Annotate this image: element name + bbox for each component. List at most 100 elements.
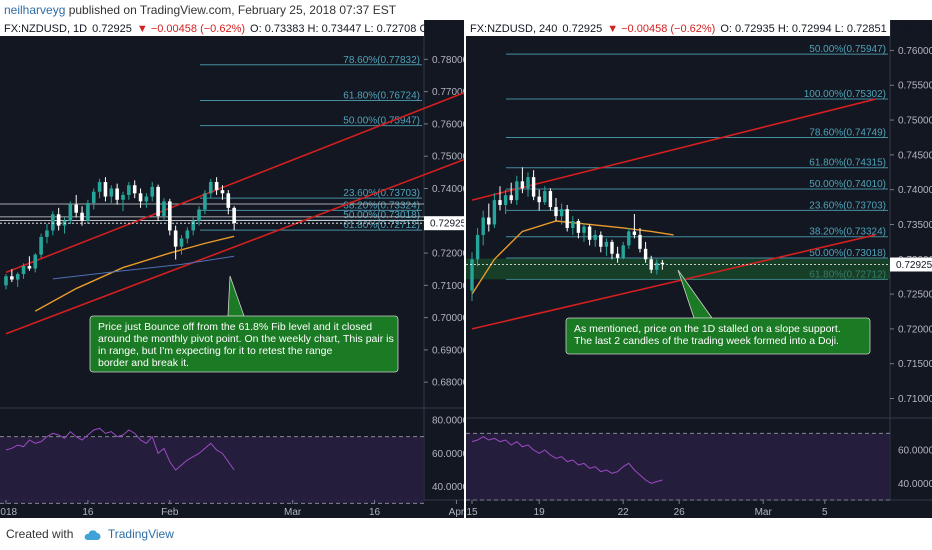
candle-body xyxy=(39,236,43,255)
candle-body xyxy=(10,276,14,280)
time-tick-label: Feb xyxy=(161,507,179,518)
price-tick-label: 0.72000 xyxy=(898,324,932,335)
candle-body xyxy=(492,200,497,225)
annotation-text: As mentioned, price on the 1D stalled on… xyxy=(574,323,841,335)
last-price-tag xyxy=(424,216,464,231)
candle-body xyxy=(604,241,609,247)
price-tick-label: 0.76000 xyxy=(898,46,932,57)
time-tick-label: 15 xyxy=(466,507,478,518)
chart-panel-4h[interactable]: 0.76000 0.75500 0.75000 0.74500 0.74000 0.735… xyxy=(466,20,932,518)
candle-body xyxy=(191,220,195,231)
time-tick-label: 22 xyxy=(618,507,630,518)
candle-body xyxy=(537,196,541,203)
4h-chart-svg[interactable]: 0.76000 0.75500 0.75000 0.74500 0.74000 0.735… xyxy=(466,20,932,518)
time-tick-label: Mar xyxy=(284,507,302,518)
legend-background xyxy=(0,20,424,36)
candle-body xyxy=(150,186,155,197)
time-tick-label: 16 xyxy=(82,507,94,518)
annotation-text: Price just Bounce off from the 61.8% Fib… xyxy=(98,321,372,333)
candle-body xyxy=(91,191,96,204)
fib-level-label: 61.80%(0.72712) xyxy=(343,220,420,231)
annotation-text: in range, but I'm expecting for it to re… xyxy=(98,345,332,357)
candle-body xyxy=(97,182,102,192)
candle-body xyxy=(610,241,614,254)
annotation-pointer xyxy=(227,275,245,317)
candle-body xyxy=(638,234,642,249)
candle-body xyxy=(208,182,213,194)
candle-body xyxy=(80,212,84,221)
rsi-band xyxy=(0,436,424,504)
tradingview-brand-link[interactable]: TradingView xyxy=(107,527,174,541)
tradingview-cloud-icon xyxy=(84,530,101,540)
candle-body xyxy=(74,204,78,213)
rsi-tick-label: 40.0000 xyxy=(898,479,932,490)
fib-level-label: 78.60%(0.74749) xyxy=(809,128,886,139)
price-tick-label: 0.72000 xyxy=(432,249,464,260)
time-tick-label: 19 xyxy=(534,507,546,518)
fib-level-label: 50.00%(0.75947) xyxy=(343,116,420,127)
trendline xyxy=(5,91,464,274)
candle-body xyxy=(56,214,61,226)
legend-change: ▼ −0.00458 (−0.62%) xyxy=(137,23,245,35)
rsi-line xyxy=(471,436,663,484)
legend-last: 0.72925 xyxy=(562,23,602,35)
price-tick-label: 0.75000 xyxy=(432,152,464,163)
candle-body xyxy=(214,182,219,191)
author-link[interactable]: neilharveyg xyxy=(4,3,66,17)
candle-body xyxy=(531,177,536,197)
candle-body xyxy=(168,201,172,231)
candle-body xyxy=(185,230,190,239)
fib-level-label: 50.00%(0.75947) xyxy=(809,44,886,55)
rsi-tick-label: 60.0000 xyxy=(432,449,464,460)
candle-body xyxy=(475,234,480,260)
candle-body xyxy=(548,191,553,208)
fib-level-label: 61.80%(0.76724) xyxy=(343,91,420,102)
time-tick-label: 5 xyxy=(822,507,828,518)
trendline xyxy=(471,234,876,330)
candle-body xyxy=(509,195,513,201)
last-price-tag xyxy=(890,257,932,272)
candle-body xyxy=(593,234,597,240)
price-tick-label: 0.74000 xyxy=(898,185,932,196)
time-tick-label: Mar xyxy=(755,507,773,518)
last-price-label: 0.72925 xyxy=(430,219,464,230)
fib-level-label: 100.00%(0.75302) xyxy=(804,89,886,100)
last-price-label: 0.72925 xyxy=(896,260,932,271)
price-tick-label: 0.71500 xyxy=(898,359,932,370)
candle-body xyxy=(621,245,625,258)
candle-body xyxy=(660,262,665,265)
time-tick-label: Apr xyxy=(449,507,464,518)
price-tick-label: 0.71000 xyxy=(432,281,464,292)
candle-body xyxy=(559,209,564,217)
legend-last: 0.72925 xyxy=(92,23,132,35)
legend-change: ▼ −0.00458 (−0.62%) xyxy=(607,23,715,35)
candle-body xyxy=(203,193,207,210)
fib-level-label: 38.20%(0.73324) xyxy=(343,200,420,211)
chart-legend: FX:NZDUSD, 1D 0.72925 ▼ −0.00458 (−0.62%) O… xyxy=(4,23,464,35)
candle-body xyxy=(127,185,131,195)
candle-body xyxy=(498,200,502,205)
candle-body xyxy=(520,181,525,189)
annotation-box xyxy=(89,315,399,373)
fib-level-label: 50.00%(0.73018) xyxy=(343,210,420,221)
chart-panel-daily[interactable]: 0.780000.770000.760000.750000.740000.730… xyxy=(0,20,464,518)
candle-body xyxy=(582,226,586,233)
fib-level-label: 23.60%(0.73703) xyxy=(343,188,420,199)
price-tick-label: 0.72500 xyxy=(898,290,932,301)
candle-body xyxy=(21,265,26,275)
rsi-tick-label: 80.0000 xyxy=(432,416,464,427)
time-tick-label: 2018 xyxy=(0,507,18,518)
candle-body xyxy=(121,194,125,200)
trendline xyxy=(5,158,464,335)
candle-body xyxy=(503,195,508,205)
candle-body xyxy=(103,182,108,197)
candle-body xyxy=(565,209,569,228)
candle-body xyxy=(33,254,38,269)
daily-chart-svg[interactable]: 0.780000.770000.760000.750000.740000.730… xyxy=(0,20,464,518)
candle-body xyxy=(156,186,160,216)
candle-body xyxy=(68,204,73,221)
candle-body xyxy=(51,214,55,231)
legend-symbol: FX:NZDUSD, 240 xyxy=(470,23,557,35)
